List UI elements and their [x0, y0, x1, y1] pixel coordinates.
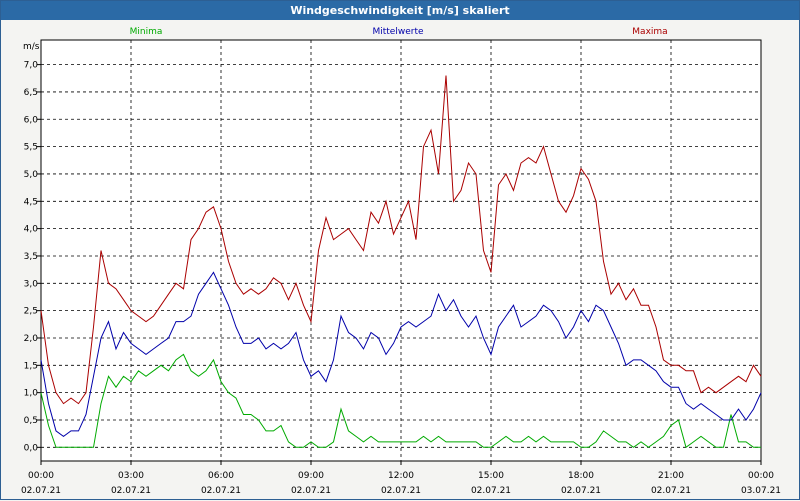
x-tick-date-label: 02.07.21 [201, 486, 241, 496]
legend-minima: Minima [130, 27, 163, 37]
x-tick-time-label: 18:00 [568, 471, 594, 481]
y-axis-label: m/s [23, 42, 40, 52]
x-tick-date-label: 02.07.21 [471, 486, 511, 496]
x-tick-time-label: 12:00 [388, 471, 414, 481]
x-tick-date-label: 02.07.21 [21, 486, 61, 496]
x-tick-time-label: 00:00 [748, 471, 774, 481]
y-tick-label: 7,0 [24, 61, 39, 71]
x-tick-date-label: 03.07.21 [741, 486, 781, 496]
x-tick-time-label: 15:00 [478, 471, 504, 481]
x-tick-time-label: 09:00 [298, 471, 324, 481]
x-tick-date-label: 02.07.21 [381, 486, 421, 496]
legend-maxima: Maxima [632, 27, 667, 37]
series-line-maxima [40, 75, 762, 405]
window-title: Windgeschwindigkeit [m/s] skaliert [1, 1, 799, 20]
y-tick-label: 2,5 [24, 307, 38, 317]
legend-mittelwerte: Mittelwerte [372, 27, 423, 37]
series-line-mittelwerte [40, 271, 762, 438]
y-tick-label: 6,5 [24, 88, 38, 98]
y-tick-label: 5,0 [24, 170, 39, 180]
x-tick-date-label: 02.07.21 [561, 486, 601, 496]
x-tick-time-label: 00:00 [28, 471, 54, 481]
y-tick-label: 5,5 [24, 143, 38, 153]
y-axis-ticks: 0,0 0,5 1,0 1,5 2,0 2,5 3,0 3,5 4,0 4,5 5,0 5,5 6,0 6… [24, 61, 41, 453]
x-axis-ticks: 00:00 02.07.21 03:00 02.07.21 06:00 02.07.21 0… [21, 461, 781, 496]
x-tick-date-label: 02.07.21 [291, 486, 331, 496]
series-lines [40, 75, 762, 449]
y-tick-label: 4,5 [24, 197, 38, 207]
y-tick-label: 1,0 [24, 389, 39, 399]
grid [41, 40, 761, 461]
series-line-minima [40, 353, 761, 449]
y-tick-label: 4,0 [24, 225, 39, 235]
y-tick-label: 3,0 [24, 279, 39, 289]
x-tick-date-label: 02.07.21 [111, 486, 151, 496]
y-tick-label: 0,5 [24, 416, 38, 426]
x-tick-time-label: 06:00 [208, 471, 234, 481]
y-tick-label: 3,5 [24, 252, 38, 262]
y-tick-label: 6,0 [24, 115, 39, 125]
x-tick-date-label: 02.07.21 [651, 486, 691, 496]
y-tick-label: 1,5 [24, 361, 38, 371]
x-tick-time-label: 21:00 [658, 471, 684, 481]
x-tick-time-label: 03:00 [118, 471, 144, 481]
y-tick-label: 2,0 [24, 334, 39, 344]
y-tick-label: 0,0 [24, 443, 39, 453]
